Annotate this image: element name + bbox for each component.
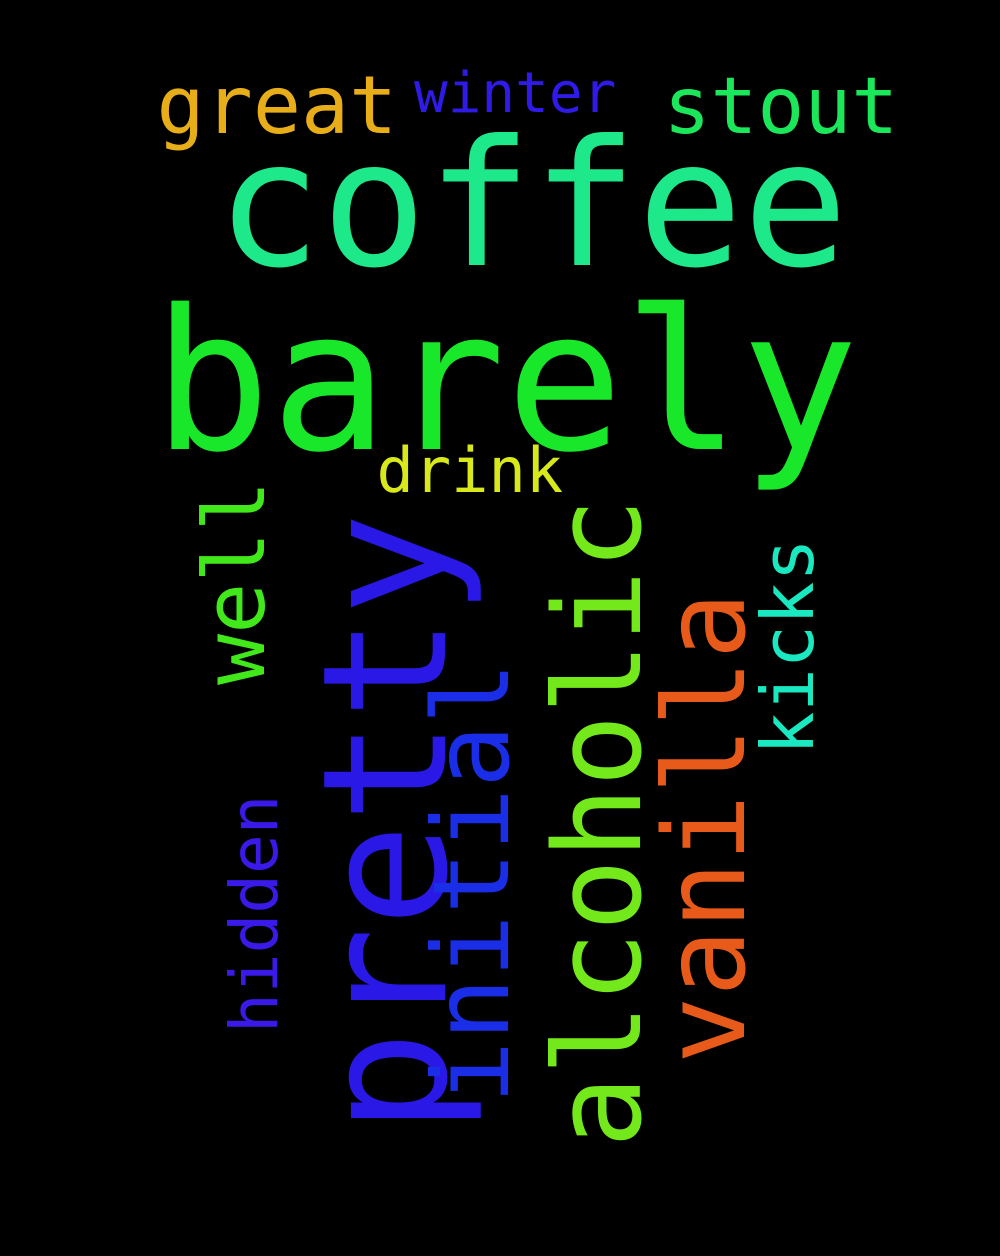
- word-great: great: [156, 59, 398, 152]
- word-well: well: [186, 479, 285, 685]
- word-winter: winter: [414, 61, 617, 126]
- word-stout: stout: [663, 62, 899, 152]
- word-initial: initial: [411, 661, 533, 1104]
- word-barely: barely: [153, 268, 859, 496]
- word-kicks: kicks: [746, 537, 830, 755]
- word-coffee: coffee: [216, 104, 849, 307]
- word-hidden: hidden: [216, 794, 293, 1033]
- word-drink: drink: [376, 434, 564, 507]
